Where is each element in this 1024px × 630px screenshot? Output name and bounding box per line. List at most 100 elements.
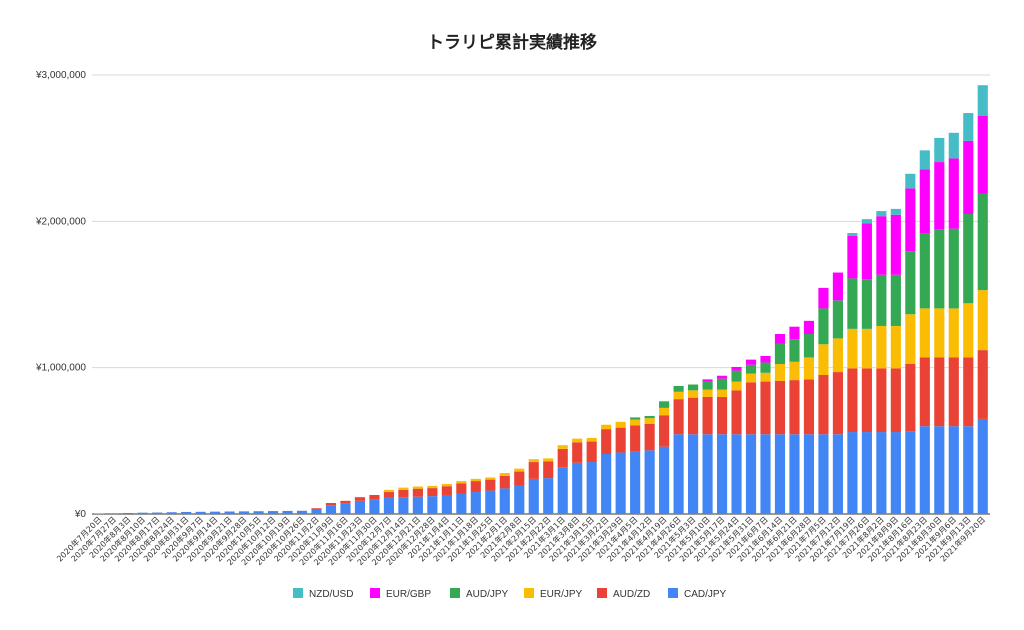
bar-segment: [354, 497, 366, 501]
bar-segment: [470, 478, 481, 482]
legend-label: AUD/ZD: [613, 589, 650, 600]
legend-swatch: [450, 588, 460, 598]
bar-segment: [832, 372, 843, 435]
legend-label: NZD/USD: [309, 589, 353, 600]
bar-segment: [774, 343, 786, 365]
bar-segment: [861, 279, 872, 329]
bar-segment: [615, 427, 626, 453]
bar-segment: [398, 497, 409, 514]
bar-segment: [441, 486, 452, 495]
bar-segment: [601, 454, 612, 514]
bar-segment: [745, 434, 757, 514]
bar-segment: [152, 512, 163, 514]
bar-segment: [905, 314, 916, 364]
bar-segment: [745, 364, 757, 374]
bar-segment: [412, 486, 423, 489]
bar-segment: [499, 475, 510, 489]
bar-segment: [919, 357, 930, 427]
bar-segment: [803, 379, 815, 435]
bar-segment: [905, 173, 916, 189]
bar-segment: [630, 419, 641, 426]
bar-segment: [716, 375, 728, 379]
bar-segment: [267, 511, 279, 514]
bar-segment: [325, 505, 337, 514]
bar-segment: [948, 132, 959, 159]
legend-swatch: [668, 588, 678, 598]
bar-segment: [876, 211, 887, 217]
bar-segment: [412, 496, 423, 514]
bar-segment: [919, 169, 930, 234]
bar-segment: [876, 274, 887, 326]
bar-segment: [369, 494, 380, 500]
bar-segment: [340, 500, 351, 504]
bar-segment: [702, 434, 713, 514]
bar-segment: [702, 379, 713, 382]
bar-segment: [166, 512, 177, 514]
y-tick-label: ¥1,000,000: [35, 363, 86, 374]
bar-segment: [890, 432, 901, 514]
bar-segment: [948, 228, 959, 309]
bar-segment: [919, 233, 930, 309]
bar-segment: [470, 481, 481, 493]
legend-swatch: [370, 588, 380, 598]
y-tick-label: ¥2,000,000: [35, 216, 86, 227]
bar-segment: [832, 300, 843, 339]
y-tick-label: ¥3,000,000: [35, 70, 86, 81]
bar-segment: [963, 426, 974, 514]
bar-segment: [369, 499, 380, 514]
bar-segment: [861, 368, 872, 433]
bar-segment: [818, 344, 829, 375]
bar-segment: [659, 407, 670, 416]
bar-segment: [702, 381, 713, 390]
bar-segment: [890, 214, 901, 275]
bar-segment: [789, 339, 800, 362]
bar-segment: [123, 512, 134, 514]
bar-segment: [948, 158, 959, 229]
bar-segment: [934, 229, 945, 309]
bar-segment: [311, 508, 322, 514]
bar-segment: [818, 287, 829, 309]
bar-segment: [383, 492, 394, 498]
bar-segment: [137, 512, 148, 514]
bar-segment: [948, 426, 959, 514]
bar-segment: [470, 492, 481, 514]
bar-segment: [919, 426, 930, 514]
bar-segment: [948, 357, 959, 427]
bar-segment: [340, 503, 351, 514]
bar-segment: [760, 381, 771, 435]
bar-segment: [485, 479, 496, 491]
legend-label: EUR/JPY: [540, 589, 583, 600]
bar-segment: [441, 494, 452, 514]
bar-segment: [688, 434, 699, 514]
bar-segment: [789, 380, 800, 435]
bar-segment: [673, 434, 684, 514]
bar-segment: [731, 370, 742, 382]
bar-segment: [688, 390, 699, 398]
bar-segment: [528, 462, 539, 479]
bar-segment: [919, 150, 930, 170]
bar-segment: [557, 445, 568, 449]
bar-segment: [514, 471, 525, 486]
bar-segment: [861, 223, 872, 280]
y-tick-label: ¥0: [74, 509, 87, 520]
bar-segment: [615, 421, 626, 428]
bar-segment: [441, 484, 452, 487]
bar-segment: [210, 511, 221, 514]
bar-segment: [181, 511, 192, 514]
bar-segment: [774, 364, 786, 381]
bar-segment: [456, 493, 467, 514]
bar-segment: [528, 459, 539, 463]
chart-title: トラリピ累計実績推移: [427, 33, 597, 53]
bar-segment: [456, 483, 467, 494]
bar-segment: [745, 382, 757, 435]
bar-segment: [934, 162, 945, 230]
bar-segment: [890, 274, 901, 326]
bar-segment: [861, 219, 872, 224]
bar-segment: [963, 140, 974, 215]
bar-segment: [789, 434, 800, 514]
bar-segment: [876, 368, 887, 433]
bar-segment: [716, 434, 728, 514]
bar-segment: [325, 503, 337, 506]
bar-segment: [659, 415, 670, 447]
